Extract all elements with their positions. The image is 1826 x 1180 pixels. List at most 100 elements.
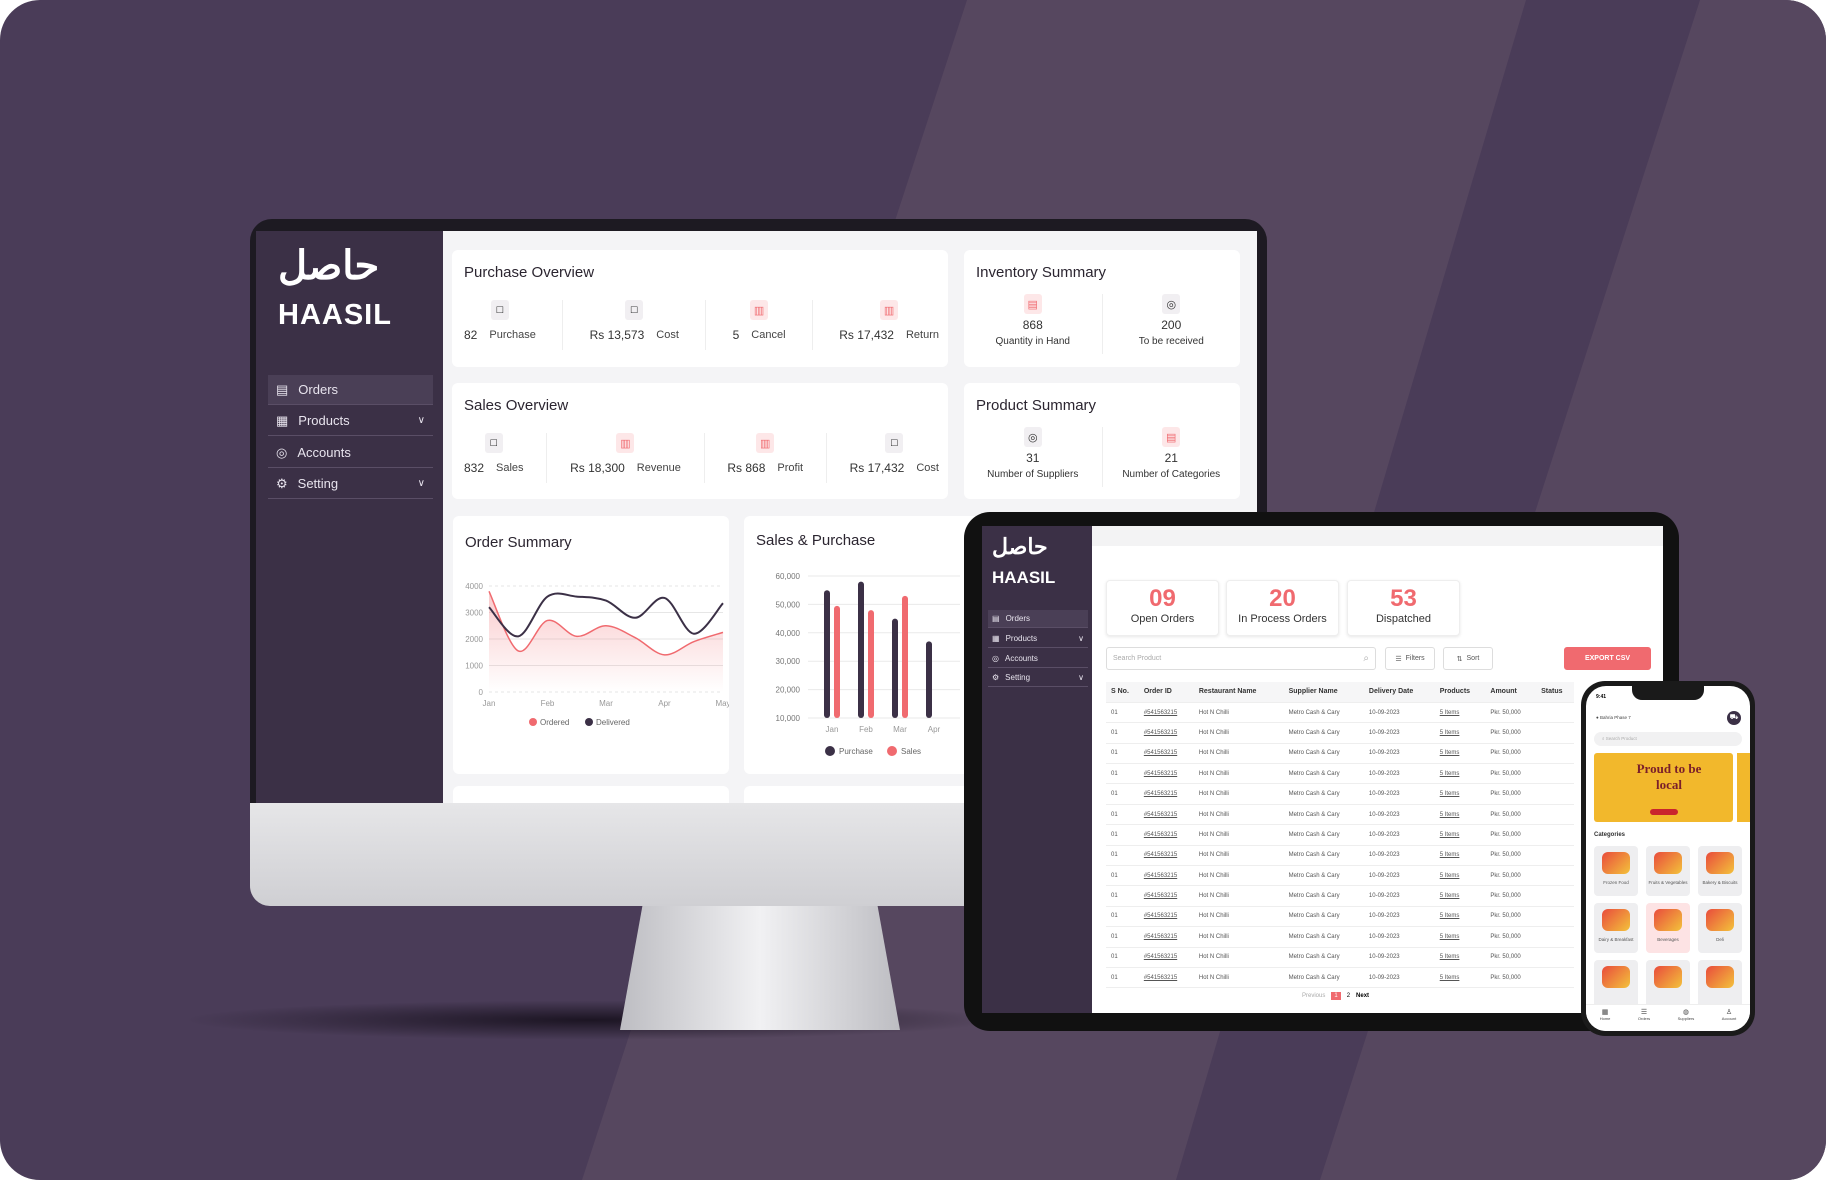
column-header[interactable]: Amount — [1485, 682, 1537, 703]
table-cell[interactable]: #541563215 — [1138, 783, 1194, 805]
stat-item: □ 832 Sales — [464, 433, 524, 483]
tab-account[interactable]: ♙ Account — [1722, 1008, 1736, 1031]
table-cell[interactable]: #541563215 — [1138, 743, 1194, 765]
table-cell[interactable]: 5 Items — [1434, 947, 1486, 968]
category-tile[interactable] — [1698, 960, 1742, 1010]
table-cell[interactable]: 5 Items — [1434, 926, 1486, 948]
previous-page[interactable]: Previous — [1302, 993, 1326, 999]
table-cell: Pkr. 50,000 — [1485, 906, 1537, 928]
category-tile[interactable]: Beverages — [1646, 903, 1690, 953]
table-row[interactable]: 01 #541563215 Hot N Chilli Metro Cash & Car… — [1106, 763, 1574, 785]
table-cell[interactable]: #541563215 — [1138, 804, 1194, 826]
category-tile[interactable]: Bakery & Biscuits — [1698, 846, 1742, 896]
table-row[interactable]: 01 #541563215 Hot N Chilli Metro Cash & Car… — [1106, 702, 1574, 724]
stat-row: Rs 18,300 Revenue — [570, 461, 681, 475]
table-cell[interactable]: #541563215 — [1138, 885, 1194, 907]
table-cell[interactable]: 5 Items — [1434, 865, 1486, 887]
table-cell[interactable]: #541563215 — [1138, 926, 1194, 948]
search-input[interactable]: ⌕ Search Product — [1594, 732, 1742, 746]
column-header[interactable]: Products — [1434, 682, 1486, 703]
tab-orders[interactable]: ☰ Orders — [1638, 1008, 1650, 1031]
table-row[interactable]: 01 #541563215 Hot N Chilli Metro Cash & Car… — [1106, 926, 1574, 948]
promo-banner[interactable]: Proud to be local — [1594, 753, 1733, 822]
sidebar-item-products[interactable]: ▦ Products ∨ — [988, 630, 1088, 648]
tab-suppliers[interactable]: ◍ Suppliers — [1678, 1008, 1695, 1031]
status-cell — [1536, 824, 1574, 846]
sidebar-item-setting[interactable]: ⚙ Setting ∨ — [988, 669, 1088, 687]
legend-marker — [887, 746, 897, 756]
sort-button[interactable]: ⇅ Sort — [1443, 647, 1493, 670]
table-cell[interactable]: 5 Items — [1434, 702, 1486, 724]
table-cell[interactable]: 5 Items — [1434, 906, 1486, 928]
table-row[interactable]: 01 #541563215 Hot N Chilli Metro Cash & Car… — [1106, 804, 1574, 826]
table-row[interactable]: 01 #541563215 Hot N Chilli Metro Cash & Car… — [1106, 743, 1574, 765]
table-cell[interactable]: 5 Items — [1434, 885, 1486, 907]
table-cell[interactable]: 5 Items — [1434, 824, 1486, 846]
table-row[interactable]: 01 #541563215 Hot N Chilli Metro Cash & Car… — [1106, 845, 1574, 867]
column-header[interactable]: Supplier Name — [1283, 682, 1364, 703]
category-tile[interactable]: Fruits & Vegetables — [1646, 846, 1690, 896]
column-header[interactable]: Restaurant Name — [1193, 682, 1284, 703]
sidebar-item-accounts[interactable]: ◎ Accounts — [268, 438, 433, 468]
next-page[interactable]: Next — [1356, 993, 1370, 999]
column-header[interactable]: Status — [1536, 682, 1574, 703]
page-1[interactable]: 1 — [1331, 992, 1341, 1000]
table-row[interactable]: 01 #541563215 Hot N Chilli Metro Cash & Car… — [1106, 783, 1574, 805]
table-row[interactable]: 01 #541563215 Hot N Chilli Metro Cash & Car… — [1106, 967, 1574, 989]
table-cell[interactable]: #541563215 — [1138, 947, 1194, 968]
table-cell[interactable]: 5 Items — [1434, 783, 1486, 805]
column-header[interactable]: Delivery Date — [1363, 682, 1435, 703]
sidebar-item-accounts[interactable]: ◎ Accounts — [988, 650, 1088, 668]
stat-label: In Process Orders — [1238, 613, 1327, 625]
table-cell[interactable]: #541563215 — [1138, 763, 1194, 785]
sidebar-item-orders[interactable]: ▤ Orders — [268, 375, 433, 405]
table-cell[interactable]: #541563215 — [1138, 906, 1194, 928]
table-row[interactable]: 01 #541563215 Hot N Chilli Metro Cash & Car… — [1106, 865, 1574, 887]
shop-now-button[interactable] — [1650, 809, 1678, 815]
filters-label: Filters — [1405, 655, 1425, 662]
table-cell[interactable]: 5 Items — [1434, 722, 1486, 744]
table-cell[interactable]: #541563215 — [1138, 824, 1194, 846]
sidebar-item-products[interactable]: ▦ Products ∨ — [268, 406, 433, 436]
table-row[interactable]: 01 #541563215 Hot N Chilli Metro Cash & Car… — [1106, 722, 1574, 744]
export-csv-button[interactable]: EXPORT CSV — [1564, 647, 1651, 670]
table-cell[interactable]: 5 Items — [1434, 967, 1486, 989]
sidebar-item-orders[interactable]: ▤ Orders — [988, 610, 1088, 628]
open-orders-stat: 09 Open Orders — [1106, 580, 1219, 636]
card-title: Purchase Overview — [464, 264, 595, 281]
promo-banner-next[interactable] — [1737, 753, 1750, 822]
search-input[interactable]: Search Product ⌕ — [1106, 647, 1376, 670]
table-row[interactable]: 01 #541563215 Hot N Chilli Metro Cash & Car… — [1106, 906, 1574, 928]
table-cell: 10-09-2023 — [1363, 804, 1435, 826]
filters-button[interactable]: ☰ Filters — [1385, 647, 1435, 670]
category-tile[interactable]: Deli — [1698, 903, 1742, 953]
table-cell[interactable]: #541563215 — [1138, 967, 1194, 989]
table-cell[interactable]: 5 Items — [1434, 763, 1486, 785]
category-tile[interactable]: Frozen Food — [1594, 846, 1638, 896]
stat-label: Number of Categories — [1122, 469, 1221, 480]
tab-home[interactable]: ▦ Home — [1600, 1008, 1611, 1031]
category-tile[interactable] — [1594, 960, 1638, 1010]
table-cell[interactable]: 5 Items — [1434, 804, 1486, 826]
table-cell[interactable]: 5 Items — [1434, 845, 1486, 867]
table-cell[interactable]: #541563215 — [1138, 722, 1194, 744]
table-cell: Metro Cash & Cary — [1283, 885, 1364, 907]
column-header[interactable]: S No. — [1106, 682, 1139, 703]
status-cell — [1536, 845, 1574, 867]
category-image — [1654, 909, 1682, 931]
category-tile[interactable] — [1646, 960, 1690, 1010]
table-cell[interactable]: #541563215 — [1138, 702, 1194, 724]
table-cell[interactable]: #541563215 — [1138, 845, 1194, 867]
tab-label: Account — [1721, 1016, 1737, 1021]
column-header[interactable]: Order ID — [1138, 682, 1194, 703]
table-row[interactable]: 01 #541563215 Hot N Chilli Metro Cash & Car… — [1106, 885, 1574, 907]
location[interactable]: ● Bahria Phase 7 — [1596, 715, 1631, 720]
table-row[interactable]: 01 #541563215 Hot N Chilli Metro Cash & Car… — [1106, 824, 1574, 846]
table-cell[interactable]: #541563215 — [1138, 865, 1194, 887]
table-cell[interactable]: 5 Items — [1434, 743, 1486, 765]
category-tile[interactable]: Dairy & Breakfast — [1594, 903, 1638, 953]
table-row[interactable]: 01 #541563215 Hot N Chilli Metro Cash & Car… — [1106, 947, 1574, 968]
cart-icon[interactable]: ⛟ — [1727, 711, 1741, 725]
page-2[interactable]: 2 — [1346, 993, 1351, 999]
sidebar-item-setting[interactable]: ⚙ Setting ∨ — [268, 469, 433, 499]
